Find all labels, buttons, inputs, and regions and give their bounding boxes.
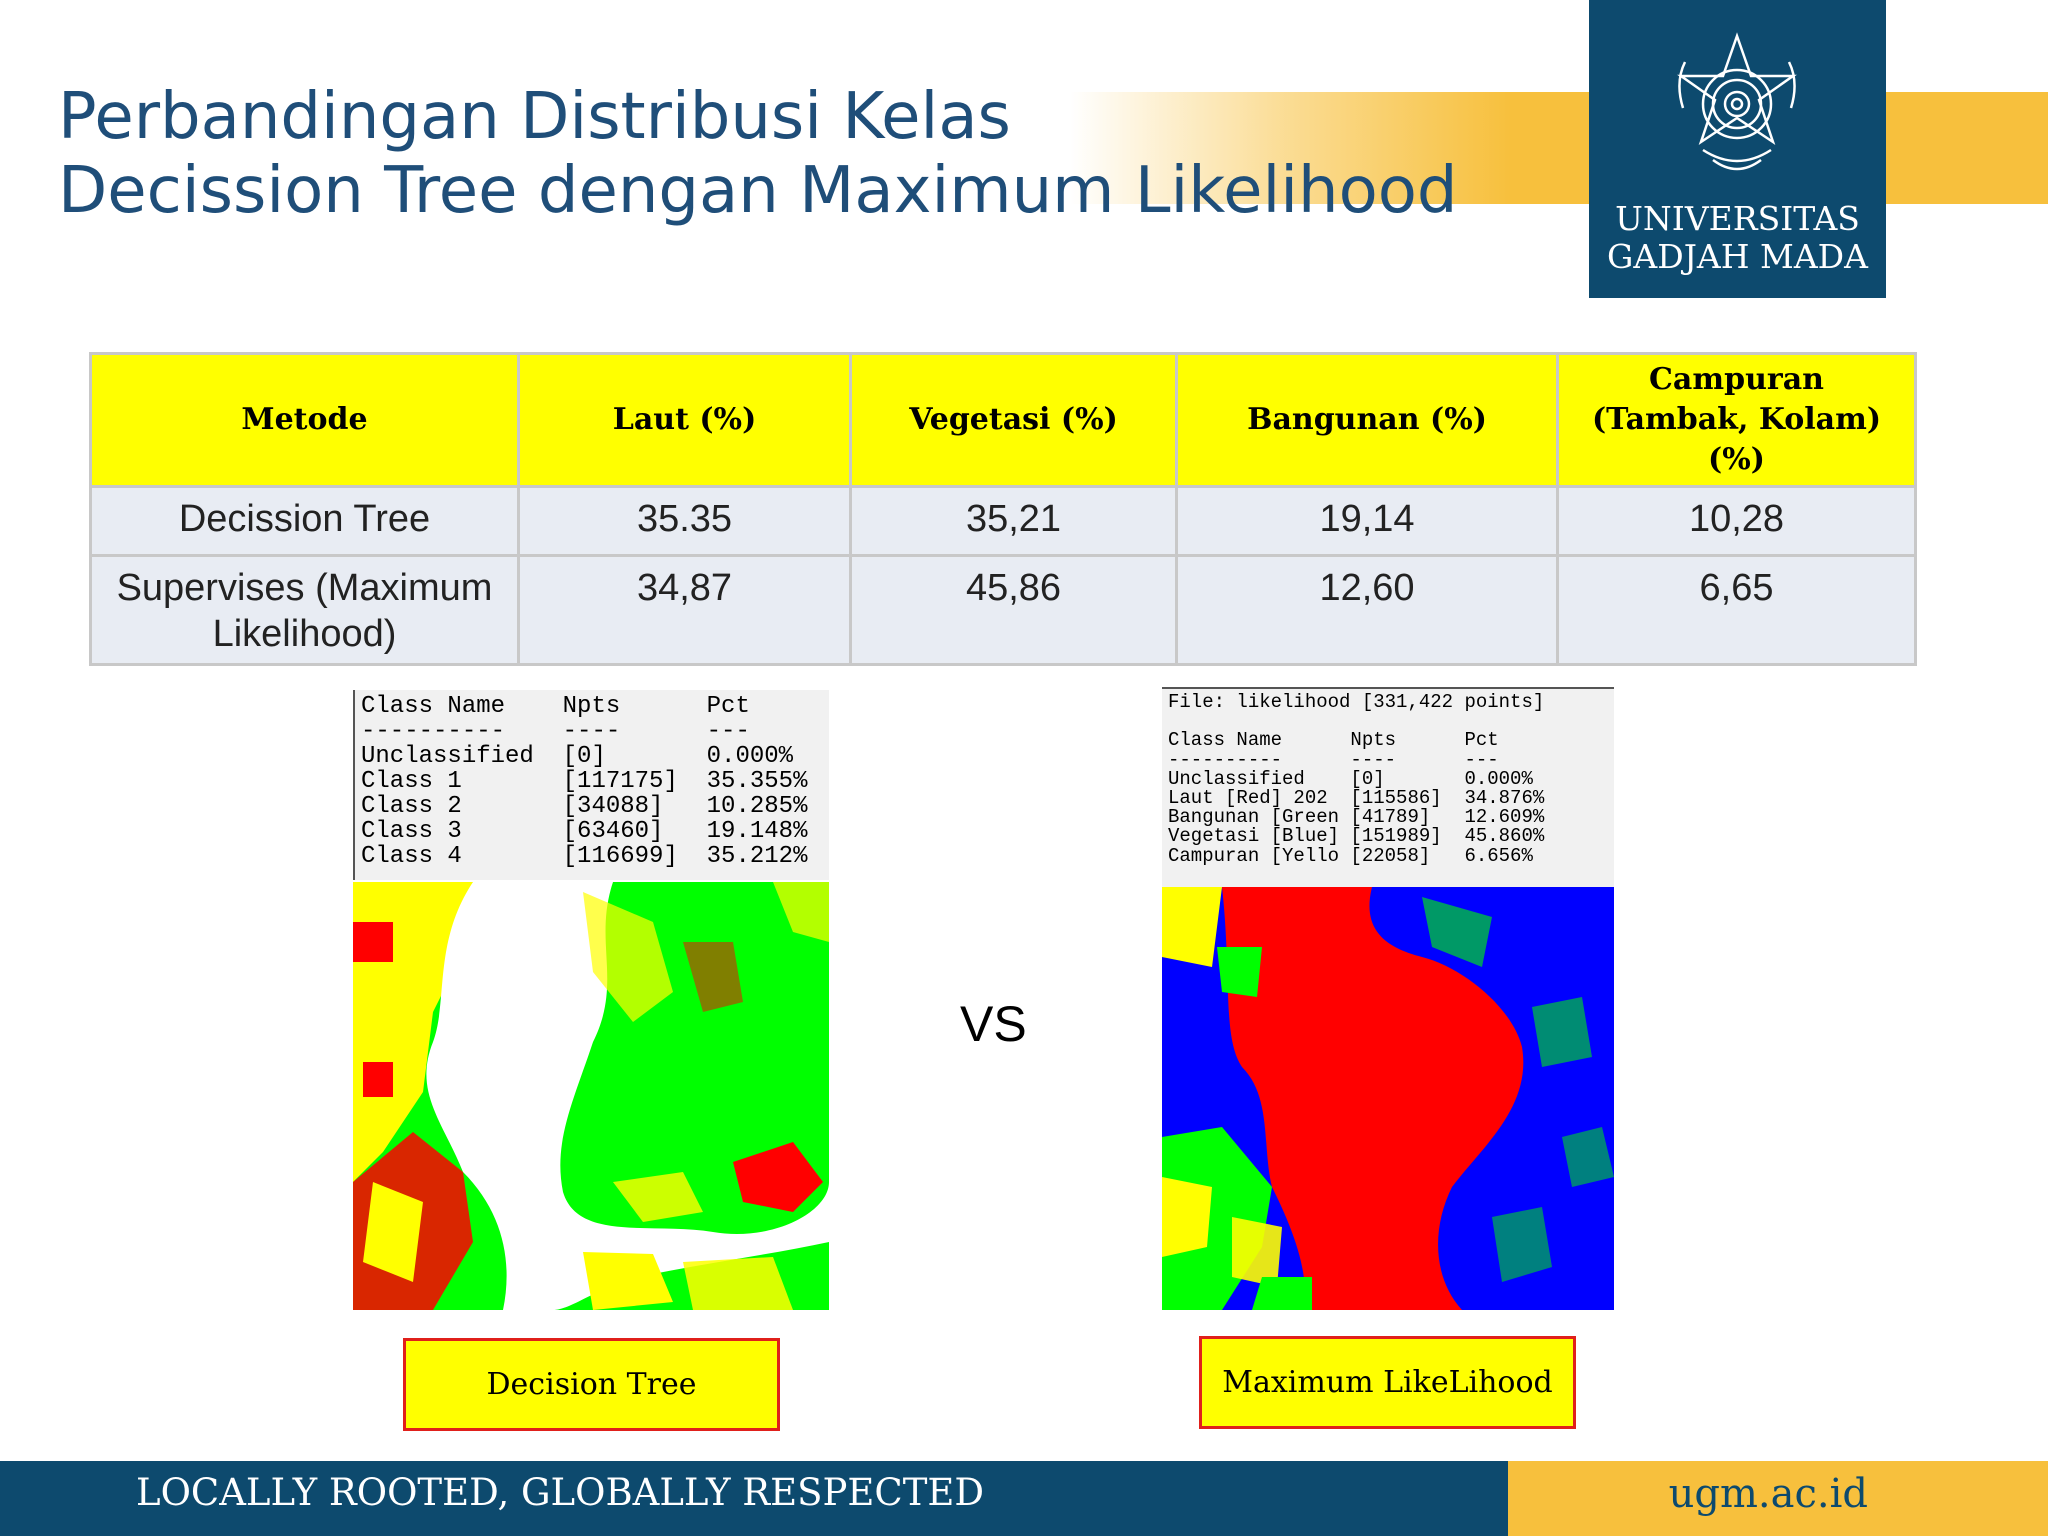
cell-method: Decission Tree — [89, 485, 520, 557]
maximum-likelihood-classification-map — [1162, 887, 1614, 1310]
university-name-line-2: GADJAH MADA — [1607, 237, 1868, 276]
cell-campuran: 6,65 — [1556, 554, 1917, 666]
maximum-likelihood-stats-readout: File: likelihood [331,422 points] Class … — [1162, 687, 1614, 887]
university-seal-icon — [1677, 32, 1797, 171]
cell-bangunan: 12,60 — [1175, 554, 1559, 666]
slide-title-line-2: Decission Tree dengan Maximum Likelihood — [58, 154, 1458, 228]
maximum-likelihood-caption: Maximum LikeLihood — [1199, 1336, 1576, 1429]
footer-tagline: LOCALLY ROOTED, GLOBALLY RESPECTED — [136, 1471, 985, 1514]
footer-bar: LOCALLY ROOTED, GLOBALLY RESPECTED ugm.a… — [0, 1461, 2048, 1536]
cell-vegetasi: 45,86 — [849, 554, 1178, 666]
cell-laut: 34,87 — [517, 554, 852, 666]
versus-label: VS — [960, 996, 1027, 1052]
header-laut: Laut (%) — [517, 352, 852, 488]
table-row: Supervises (Maximum Likelihood) 34,87 45… — [89, 554, 1917, 666]
header-bangunan: Bangunan (%) — [1175, 352, 1559, 488]
header-campuran: Campuran (Tambak, Kolam) (%) — [1556, 352, 1917, 488]
university-logo: UNIVERSITAS GADJAH MADA — [1589, 0, 1886, 298]
university-name-line-1: UNIVERSITAS — [1615, 199, 1860, 238]
decision-tree-caption: Decision Tree — [403, 1338, 780, 1431]
cell-bangunan: 19,14 — [1175, 485, 1559, 557]
slide-title-line-1: Perbandingan Distribusi Kelas — [58, 80, 1011, 154]
decision-tree-stats-readout: Class Name Npts Pct ---------- ---- --- … — [353, 690, 829, 880]
cell-laut: 35.35 — [517, 485, 852, 557]
footer-gold-block — [1508, 1461, 2048, 1536]
cell-method: Supervises (Maximum Likelihood) — [89, 554, 520, 666]
university-name: UNIVERSITAS GADJAH MADA — [1589, 200, 1886, 276]
header-vegetasi: Vegetasi (%) — [849, 352, 1178, 488]
decision-tree-classification-map — [353, 882, 829, 1310]
cell-vegetasi: 35,21 — [849, 485, 1178, 557]
header-metode: Metode — [89, 352, 520, 488]
class-distribution-table: Metode Laut (%) Vegetasi (%) Bangunan (%… — [89, 352, 1917, 666]
table-row: Decission Tree 35.35 35,21 19,14 10,28 — [89, 485, 1917, 557]
slide-title: Perbandingan Distribusi Kelas Decission … — [58, 80, 1458, 228]
cell-campuran: 10,28 — [1556, 485, 1917, 557]
footer-website: ugm.ac.id — [1668, 1471, 1868, 1517]
table-header-row: Metode Laut (%) Vegetasi (%) Bangunan (%… — [89, 352, 1917, 488]
